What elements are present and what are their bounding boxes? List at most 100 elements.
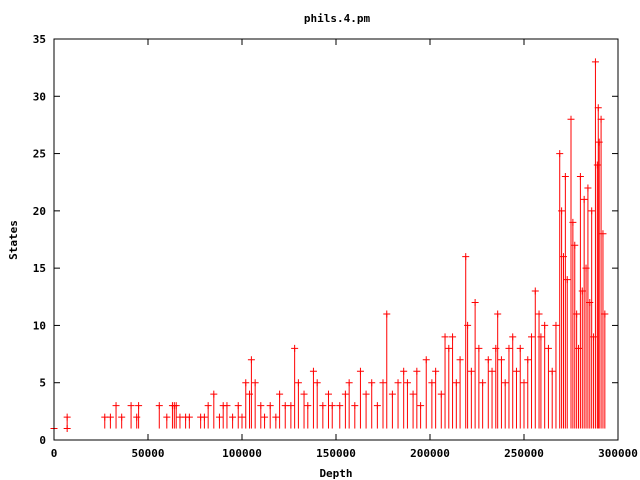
data-point (484, 356, 492, 364)
data-point (528, 333, 536, 341)
data-point (445, 344, 453, 352)
data-point (210, 390, 218, 398)
data-point (118, 413, 126, 421)
data-point (229, 413, 237, 421)
data-point (388, 390, 396, 398)
data-point (409, 390, 417, 398)
y-tick-label: 10 (33, 319, 46, 332)
data-point (345, 379, 353, 387)
data-point (251, 379, 259, 387)
data-point (573, 310, 581, 318)
data-point (257, 402, 265, 410)
data-point (467, 367, 475, 375)
y-tick-label: 20 (33, 205, 46, 218)
data-point (591, 58, 599, 66)
data-point (304, 402, 312, 410)
y-tick-label: 30 (33, 90, 46, 103)
data-point (204, 402, 212, 410)
data-point (127, 402, 135, 410)
data-point (575, 344, 583, 352)
data-point (471, 299, 479, 307)
data-point (223, 402, 231, 410)
data-point (266, 402, 274, 410)
data-point (413, 367, 421, 375)
data-point (400, 367, 408, 375)
series (50, 58, 609, 433)
data-point (558, 207, 566, 215)
data-point (319, 402, 327, 410)
data-point (559, 253, 567, 261)
data-point (63, 413, 71, 421)
data-point (580, 195, 588, 203)
data-point (362, 390, 370, 398)
data-point (571, 241, 579, 249)
data-point (313, 379, 321, 387)
data-point (535, 310, 543, 318)
axes-layer: 0 50000 100000 150000 200000 250000 300000 0 5 10… (33, 33, 638, 460)
data-point (584, 184, 592, 192)
data-point (488, 367, 496, 375)
data-point (520, 379, 528, 387)
data-point (341, 390, 349, 398)
chart-title: phils.4.pm (304, 12, 371, 25)
data-point (437, 390, 445, 398)
data-point (422, 356, 430, 364)
x-tick-label: 100000 (222, 447, 262, 460)
x-tick-label: 50000 (131, 447, 164, 460)
data-point (597, 115, 605, 123)
data-point (336, 402, 344, 410)
x-axis-label: Depth (319, 467, 352, 480)
data-point (599, 230, 607, 238)
data-point (155, 402, 163, 410)
data-point (586, 299, 594, 307)
data-point (452, 379, 460, 387)
data-point (544, 344, 552, 352)
data-point (63, 425, 71, 433)
x-tick-label: 200000 (410, 447, 450, 460)
data-point (368, 379, 376, 387)
data-point (441, 333, 449, 341)
data-point (556, 150, 564, 158)
data-point (541, 321, 549, 329)
y-tick-label: 5 (39, 377, 46, 390)
data-point (242, 379, 250, 387)
data-point (501, 379, 509, 387)
x-tick-label: 300000 (598, 447, 638, 460)
data-point (112, 402, 120, 410)
x-tick-label: 250000 (504, 447, 544, 460)
data-point (576, 172, 584, 180)
data-point (561, 172, 569, 180)
data-point (272, 413, 280, 421)
data-point (593, 161, 601, 169)
y-tick-label: 35 (33, 33, 46, 46)
x-tick-label: 150000 (316, 447, 356, 460)
data-point (403, 379, 411, 387)
data-point (588, 207, 596, 215)
x-tick-label: 0 (51, 447, 58, 460)
y-tick-label: 0 (39, 434, 46, 447)
data-point (417, 402, 425, 410)
data-point (247, 356, 255, 364)
data-point (524, 356, 532, 364)
data-point (569, 218, 577, 226)
data-point (462, 253, 470, 261)
data-point (291, 344, 299, 352)
y-tick-label: 25 (33, 148, 46, 161)
data-point (276, 390, 284, 398)
data-point (537, 333, 545, 341)
data-point (552, 321, 560, 329)
data-point (185, 413, 193, 421)
data-point (475, 344, 483, 352)
data-point (287, 402, 295, 410)
data-point (509, 333, 517, 341)
data-point (512, 367, 520, 375)
data-point (567, 115, 575, 123)
data-point (582, 264, 590, 272)
data-point (324, 390, 332, 398)
data-point (309, 367, 317, 375)
data-point (492, 344, 500, 352)
plot-frame (53, 38, 619, 441)
data-point (106, 413, 114, 421)
data-point (135, 402, 143, 410)
